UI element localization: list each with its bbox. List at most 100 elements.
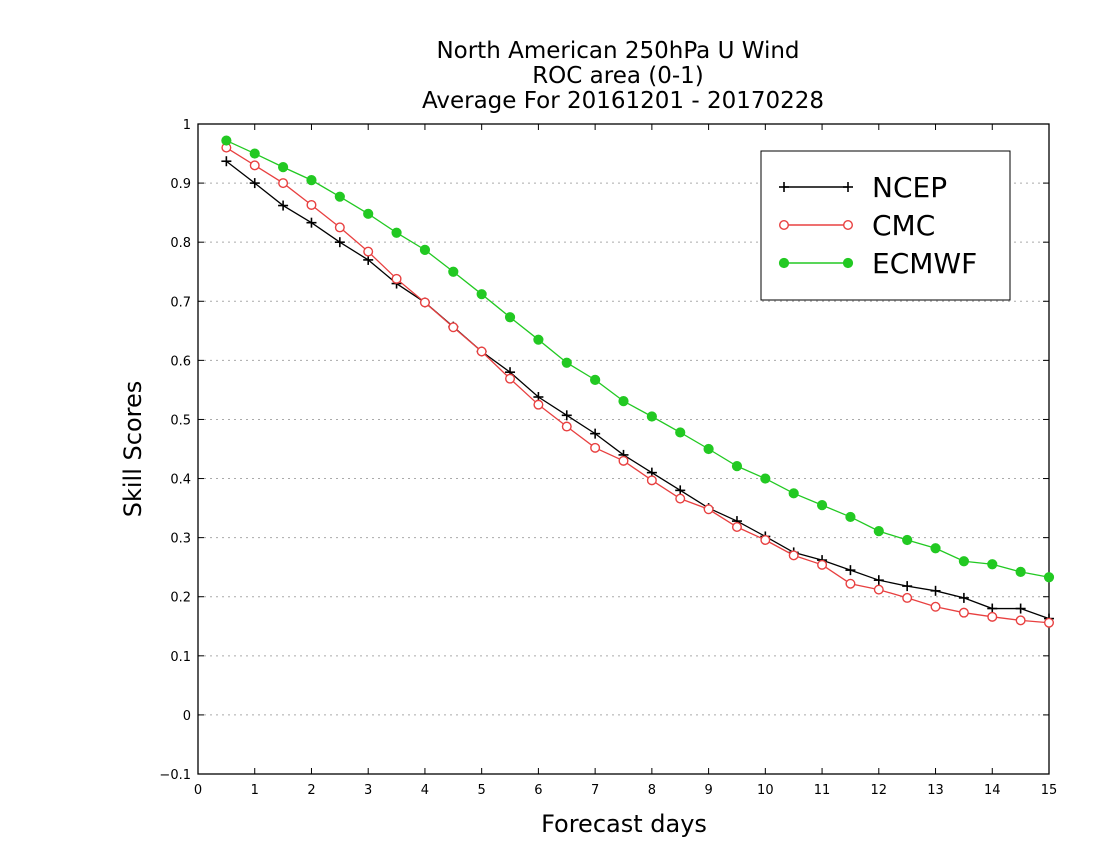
data-point-cmc [448, 322, 459, 333]
y-tick-label: 1 [183, 118, 191, 133]
data-point-cmc [533, 399, 544, 410]
data-point-cmc [646, 475, 657, 486]
data-point-ecmwf [1043, 572, 1055, 583]
legend-marker-ncep [843, 182, 853, 192]
data-point-cmc [873, 584, 884, 595]
legend-label-ecmwf: ECMWF [872, 247, 977, 280]
data-point-ecmwf [561, 357, 572, 368]
series-ecmwf [221, 135, 1055, 583]
x-tick-label: 13 [927, 783, 944, 798]
data-point-ecmwf [278, 162, 289, 173]
chart-title-line-3: Average For 20161201 - 20170228 [422, 88, 824, 114]
x-tick-label: 2 [307, 783, 315, 798]
x-tick-label: 12 [871, 783, 888, 798]
data-point-ncep [1015, 603, 1026, 614]
x-tick-label: 4 [421, 783, 429, 798]
x-tick-label: 3 [364, 783, 372, 798]
data-point-cmc [845, 578, 856, 589]
data-point-cmc [306, 199, 317, 210]
y-tick-label: 0.9 [170, 177, 191, 192]
data-point-ecmwf [391, 227, 402, 238]
data-point-ecmwf [987, 559, 998, 570]
legend-marker-ecmwf [778, 257, 790, 269]
y-tick-label: 0.4 [170, 473, 191, 488]
data-point-cmc [788, 550, 799, 561]
data-point-ecmwf [731, 461, 743, 472]
data-point-cmc [278, 178, 289, 189]
legend-marker-ncep [779, 182, 789, 192]
y-tick-label: 0 [183, 709, 191, 724]
series-ncep [221, 156, 1054, 624]
data-point-ecmwf [703, 443, 714, 455]
data-point-ecmwf [618, 396, 629, 407]
y-axis-title: Skill Scores [119, 381, 147, 518]
data-point-ecmwf [476, 289, 487, 300]
data-point-ecmwf [533, 334, 544, 345]
data-point-cmc [902, 592, 913, 603]
data-point-ncep [873, 575, 884, 586]
y-tick-label: 0.2 [170, 591, 191, 606]
x-tick-label: 7 [591, 783, 599, 798]
data-point-ecmwf [816, 500, 828, 511]
y-tick-label: 0.1 [170, 650, 191, 665]
data-point-cmc [249, 160, 260, 171]
data-point-ncep [249, 178, 260, 189]
y-tick-label: 0.6 [170, 354, 191, 369]
data-point-ncep [278, 200, 289, 211]
series-group [221, 135, 1055, 628]
data-point-ncep [561, 410, 572, 421]
legend: NCEP CMC ECMWF [760, 150, 1011, 301]
data-point-ncep [306, 217, 317, 228]
chart-title: North American 250hPa U Wind ROC area (0… [422, 38, 824, 114]
data-point-ecmwf [306, 175, 317, 186]
data-point-cmc [987, 611, 998, 622]
chart-title-line-1: North American 250hPa U Wind [436, 38, 799, 64]
data-point-ecmwf [504, 312, 516, 323]
data-point-cmc [505, 373, 516, 384]
data-point-cmc [391, 273, 402, 284]
data-point-ecmwf [930, 543, 941, 554]
x-tick-label: 14 [984, 783, 1001, 798]
data-point-cmc [930, 601, 941, 612]
data-point-cmc [419, 297, 430, 308]
y-tick-label: 0.8 [170, 236, 191, 251]
legend-box [760, 150, 1011, 301]
legend-marker-cmc [843, 219, 854, 230]
legend-label-ncep: NCEP [872, 171, 947, 204]
data-point-ecmwf [902, 534, 913, 546]
data-point-cmc [561, 421, 572, 432]
data-point-ecmwf [334, 191, 345, 202]
x-axis-title: Forecast days [541, 810, 707, 838]
data-point-cmc [703, 504, 714, 515]
y-tick-label: 0.3 [170, 532, 191, 547]
data-point-ecmwf [873, 526, 884, 537]
x-tick-label: 11 [814, 783, 831, 798]
data-point-cmc [760, 535, 771, 546]
legend-label-cmc: CMC [872, 209, 935, 242]
plot-area-frame [197, 123, 1050, 775]
x-tick-label: 5 [478, 783, 486, 798]
data-point-cmc [675, 493, 686, 504]
x-tick-label: 10 [757, 783, 774, 798]
data-point-ecmwf [646, 411, 657, 422]
data-point-ncep [590, 428, 601, 439]
data-point-ncep [930, 585, 941, 596]
data-point-ecmwf [958, 556, 970, 567]
data-point-cmc [1015, 615, 1026, 626]
data-point-ecmwf [448, 266, 459, 277]
x-tick-label: 8 [648, 783, 656, 798]
x-tick-label: 0 [194, 783, 202, 798]
x-tick-label: 6 [534, 783, 542, 798]
data-point-cmc [334, 222, 345, 233]
data-point-ncep [902, 581, 913, 592]
data-point-cmc [1043, 617, 1054, 628]
data-point-ecmwf [590, 374, 601, 385]
x-tick-label: 9 [704, 783, 712, 798]
data-point-ecmwf [221, 135, 232, 146]
legend-marker-cmc [779, 219, 790, 230]
data-point-cmc [476, 346, 487, 357]
legend-marker-ecmwf [842, 257, 854, 269]
chart-title-line-2: ROC area (0-1) [532, 63, 704, 89]
data-point-ecmwf [249, 148, 260, 159]
